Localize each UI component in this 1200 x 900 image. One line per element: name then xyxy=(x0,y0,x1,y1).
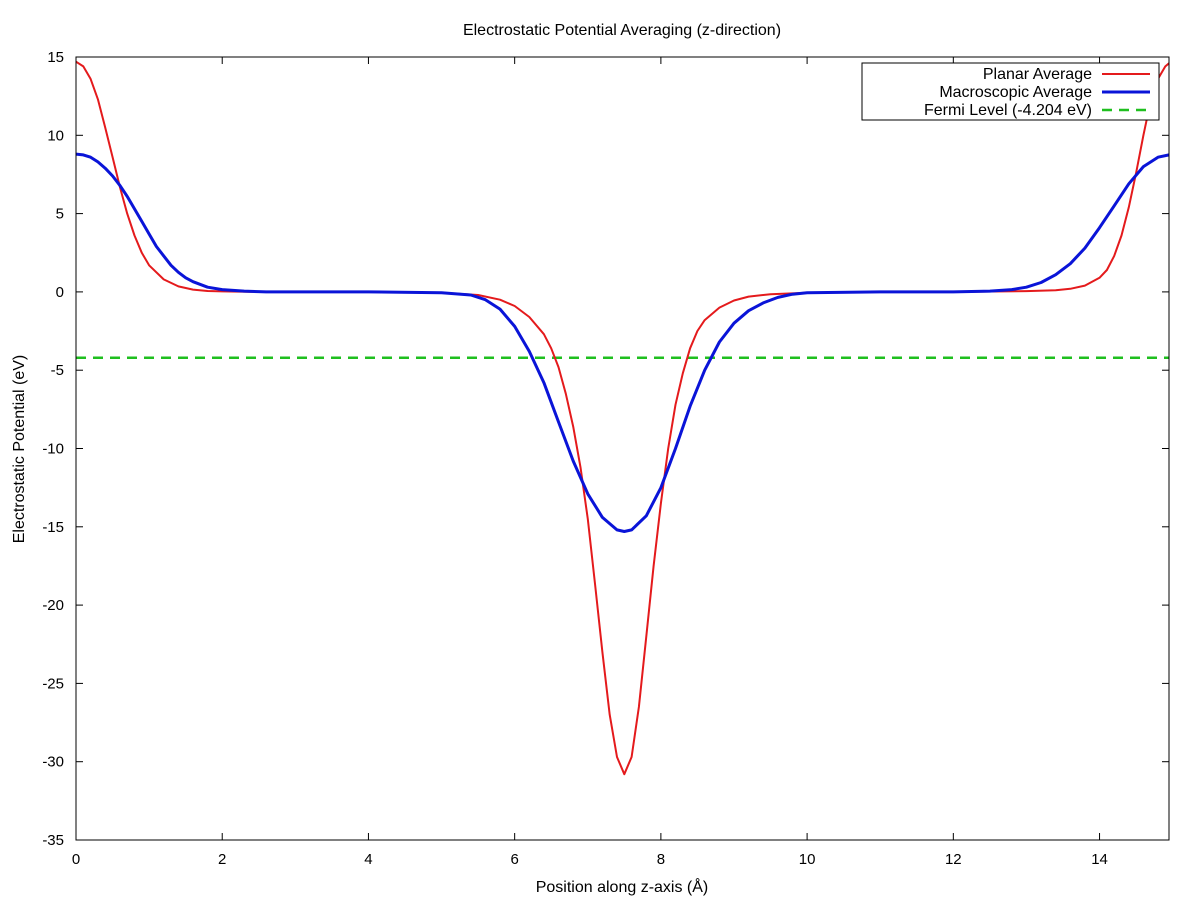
x-tick-label: 14 xyxy=(1091,851,1108,868)
x-tick-label: 2 xyxy=(218,851,226,868)
x-tick-label: 0 xyxy=(72,851,80,868)
x-tick-label: 4 xyxy=(364,851,372,868)
plot-frame xyxy=(75,56,1170,841)
y-tick-label: -35 xyxy=(42,832,64,849)
series-line-planar-average xyxy=(75,60,1170,776)
x-tick-label: 10 xyxy=(799,851,816,868)
y-tick-label: 0 xyxy=(56,284,64,301)
x-tick-label: 12 xyxy=(945,851,962,868)
y-tick-label: -15 xyxy=(42,519,64,536)
y-tick-label: 15 xyxy=(47,49,64,66)
y-tick-label: -20 xyxy=(42,597,64,614)
y-tick-label: 5 xyxy=(56,206,64,223)
chart-title: Electrostatic Potential Averaging (z-dir… xyxy=(463,22,781,39)
legend-label: Planar Average xyxy=(983,66,1092,83)
legend-label: Macroscopic Average xyxy=(939,84,1092,101)
series-line-macroscopic-average xyxy=(75,152,1170,533)
legend-label: Fermi Level (-4.204 eV) xyxy=(924,102,1092,119)
y-tick-label: -25 xyxy=(42,675,64,692)
axis-ticks: 0 2 4 6 8 10 12 14 15 10 5 0 -5 -10 -15 -20 -25 -30 -35 xyxy=(42,49,1169,868)
y-tick-label: -10 xyxy=(42,441,64,458)
data-series xyxy=(75,60,1170,776)
y-tick-label: 10 xyxy=(47,127,64,144)
y-axis-label: Electrostatic Potential (eV) xyxy=(11,355,28,544)
y-tick-label: -30 xyxy=(42,754,64,771)
x-tick-label: 6 xyxy=(510,851,518,868)
x-axis-label: Position along z-axis (Å) xyxy=(536,877,709,896)
y-tick-label: -5 xyxy=(51,362,64,379)
x-tick-label: 8 xyxy=(657,851,665,868)
